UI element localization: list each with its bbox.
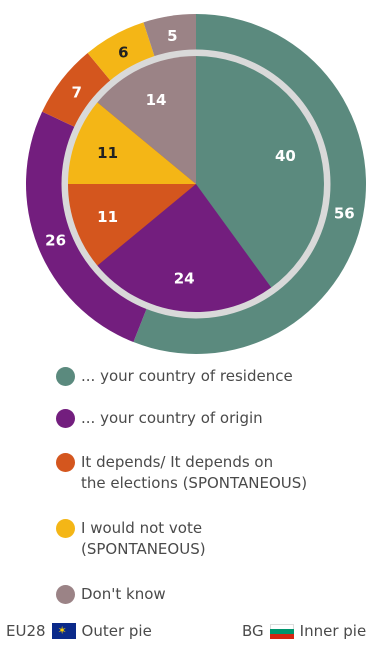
inner-pie-value-label: 11 bbox=[97, 208, 118, 226]
legend-item-origin: ... your country of origin bbox=[56, 408, 263, 429]
bg-label: BG bbox=[242, 622, 264, 640]
outer-pie-label: Outer pie bbox=[81, 622, 152, 640]
pie-separator-ring bbox=[61, 49, 331, 319]
bulgaria-flag-icon bbox=[269, 623, 294, 639]
inner-pie-value-label: 40 bbox=[275, 147, 296, 165]
inner-pie-slice-4 bbox=[68, 102, 196, 184]
legend-swatch bbox=[56, 367, 75, 386]
inner-pie-value-label: 14 bbox=[146, 91, 167, 109]
legend-label: ... your country of residence bbox=[81, 367, 293, 385]
outer-pie-value-label: 5 bbox=[167, 27, 177, 45]
footer-bg: BG Inner pie bbox=[242, 622, 366, 640]
legend-label-line1: It depends/ It depends on bbox=[81, 453, 274, 471]
legend-label: It depends/ It depends on the elections … bbox=[81, 452, 307, 494]
inner-pie-slice-3 bbox=[68, 184, 196, 266]
outer-pie-value-label: 56 bbox=[334, 204, 355, 222]
legend-label: Don't know bbox=[81, 585, 166, 603]
outer-pie-value-label: 26 bbox=[45, 232, 66, 250]
legend-swatch bbox=[56, 409, 75, 428]
inner-pie-slice-1 bbox=[196, 56, 324, 288]
outer-pie-value-label: 6 bbox=[118, 44, 128, 62]
legend-swatch bbox=[56, 585, 75, 604]
legend-label-line2: the elections (SPONTANEOUS) bbox=[81, 474, 308, 492]
footer: EU28 ✶ Outer pie BG Inner pie bbox=[0, 622, 382, 646]
eu-flag-icon: ✶ bbox=[51, 623, 76, 639]
legend-item-would-not-vote: I would not vote (SPONTANEOUS) bbox=[56, 518, 206, 560]
legend-label-line1: I would not vote bbox=[81, 519, 203, 537]
inner-pie-value-label: 24 bbox=[174, 269, 195, 287]
legend-swatch bbox=[56, 453, 75, 472]
legend-item-dont-know: Don't know bbox=[56, 584, 166, 605]
footer-eu28: EU28 ✶ Outer pie bbox=[6, 622, 152, 640]
pie-chart: 56 26 7 6 5 40 24 11 11 14 bbox=[26, 14, 367, 355]
legend-label: I would not vote (SPONTANEOUS) bbox=[81, 518, 206, 560]
legend-item-depends: It depends/ It depends on the elections … bbox=[56, 452, 307, 494]
inner-pie-value-label: 11 bbox=[97, 144, 118, 162]
legend-item-residence: ... your country of residence bbox=[56, 366, 293, 387]
outer-pie-value-label: 7 bbox=[71, 84, 81, 102]
legend-label-line2: (SPONTANEOUS) bbox=[81, 540, 206, 558]
inner-pie-slice-2 bbox=[97, 184, 272, 313]
inner-pie bbox=[68, 55, 324, 313]
inner-pie-slice-5 bbox=[97, 55, 196, 184]
pie-labels: 56 26 7 6 5 40 24 11 11 14 bbox=[45, 27, 355, 287]
legend-swatch bbox=[56, 519, 75, 538]
inner-pie-label: Inner pie bbox=[299, 622, 367, 640]
eu28-label: EU28 bbox=[6, 622, 46, 640]
legend-label: ... your country of origin bbox=[81, 409, 263, 427]
